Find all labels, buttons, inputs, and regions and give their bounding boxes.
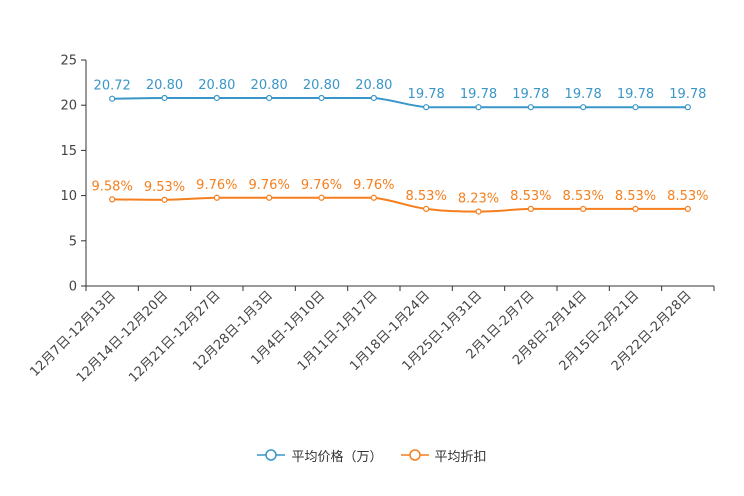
data-label: 19.78 — [408, 87, 445, 102]
legend: 平均价格（万） 平均折扣 — [0, 444, 744, 466]
series-line-1 — [112, 196, 688, 213]
data-label: 8.53% — [615, 189, 656, 204]
data-label: 19.78 — [617, 87, 654, 102]
data-label: 8.53% — [510, 189, 551, 204]
data-point — [213, 94, 220, 102]
data-label: 8.53% — [667, 189, 708, 204]
data-label: 9.76% — [301, 178, 342, 193]
data-label: 8.23% — [458, 192, 499, 207]
data-label: 20.80 — [146, 78, 183, 93]
data-point — [632, 104, 639, 111]
data-point — [370, 194, 377, 201]
data-label: 20.80 — [251, 78, 288, 93]
y-tick-label: 5 — [69, 234, 77, 249]
data-point — [475, 104, 482, 111]
data-point — [161, 196, 168, 203]
y-tick-label: 25 — [60, 54, 77, 69]
legend-price-line-icon — [257, 449, 286, 461]
y-tick-label: 10 — [60, 189, 77, 204]
x-tick-label: 12月7日-12月13日 — [27, 288, 119, 380]
data-label: 8.53% — [406, 189, 447, 204]
legend-discount-label: 平均折扣 — [434, 449, 487, 465]
legend-item-discount[interactable]: 平均折扣 — [400, 446, 487, 465]
y-tick-label: 15 — [60, 144, 77, 159]
data-point — [580, 104, 587, 111]
data-point — [684, 205, 691, 212]
data-point — [632, 205, 639, 212]
x-tick-label: 12月14日-12月20日 — [74, 288, 171, 385]
data-label: 9.58% — [92, 179, 133, 194]
data-point — [318, 194, 325, 201]
legend-price-label: 平均价格（万） — [291, 449, 383, 465]
data-label: 9.76% — [249, 178, 290, 193]
data-label: 9.76% — [353, 178, 394, 193]
data-label: 19.78 — [512, 87, 549, 102]
data-label: 9.76% — [196, 178, 237, 193]
data-point — [527, 205, 534, 212]
x-tick-label: 12月21日-12月27日 — [126, 288, 223, 385]
data-point — [527, 104, 534, 111]
data-point — [109, 196, 116, 203]
data-point — [370, 94, 377, 102]
data-point — [161, 94, 168, 102]
data-label: 9.53% — [144, 180, 185, 195]
data-point — [109, 95, 116, 102]
data-label: 20.72 — [94, 79, 131, 94]
data-point — [266, 94, 273, 102]
data-label: 19.78 — [460, 87, 497, 102]
data-point — [213, 194, 220, 201]
series-line-0 — [112, 96, 688, 109]
y-tick-label: 20 — [60, 99, 77, 114]
data-point — [423, 205, 430, 212]
data-label: 8.53% — [563, 189, 604, 204]
data-label: 20.80 — [198, 78, 235, 93]
legend-discount-line-icon — [400, 449, 429, 461]
data-label: 19.78 — [669, 87, 706, 102]
data-point — [266, 194, 273, 201]
data-label: 20.80 — [355, 78, 392, 93]
y-tick-label: 0 — [69, 280, 77, 295]
legend-item-price[interactable]: 平均价格（万） — [257, 446, 383, 465]
data-label: 19.78 — [565, 87, 602, 102]
data-point — [423, 104, 430, 111]
data-point — [684, 104, 691, 111]
data-point — [580, 205, 587, 212]
data-label: 20.80 — [303, 78, 340, 93]
data-point — [318, 94, 325, 102]
data-point — [475, 208, 482, 215]
